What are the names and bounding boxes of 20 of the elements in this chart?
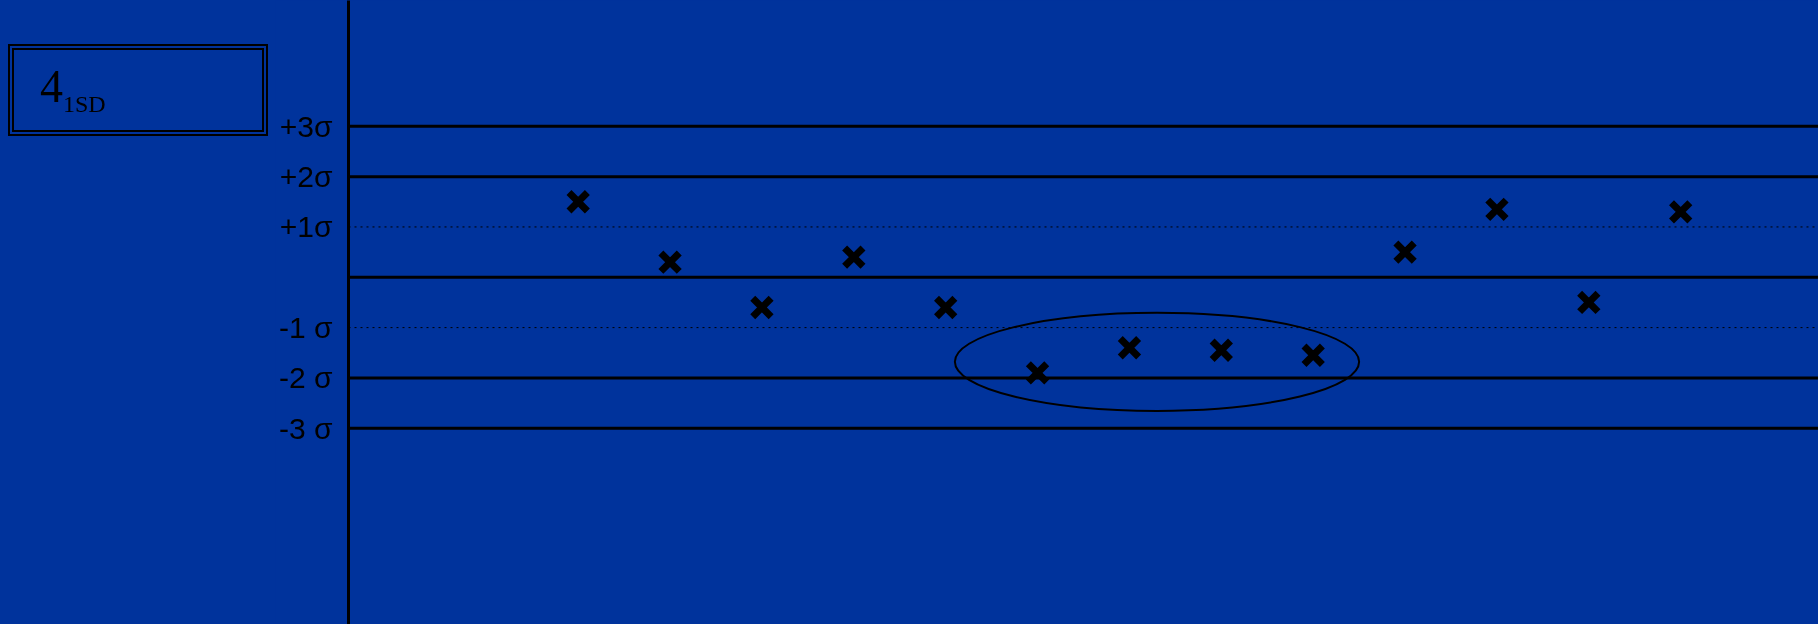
text: 4$_{1SD}$ (8, 44, 268, 136)
y-tick-label: +3σ (279, 109, 333, 143)
point (1300, 342, 1326, 368)
y-tick-label: -3 σ (278, 411, 333, 445)
point (657, 249, 683, 275)
point (1116, 335, 1143, 361)
y-tick-label: -1 σ (278, 311, 333, 345)
y-tick-label: +2σ (279, 160, 333, 194)
point (1484, 196, 1510, 223)
point (1208, 337, 1234, 363)
point (841, 244, 867, 270)
point (1576, 289, 1602, 316)
point (1668, 199, 1694, 225)
point (749, 294, 775, 321)
y-tick-label: -2 σ (278, 361, 333, 395)
point (1024, 360, 1051, 386)
y-tick-label: +1σ (279, 210, 333, 244)
point (1392, 239, 1418, 265)
point (933, 294, 959, 321)
point (565, 189, 591, 215)
